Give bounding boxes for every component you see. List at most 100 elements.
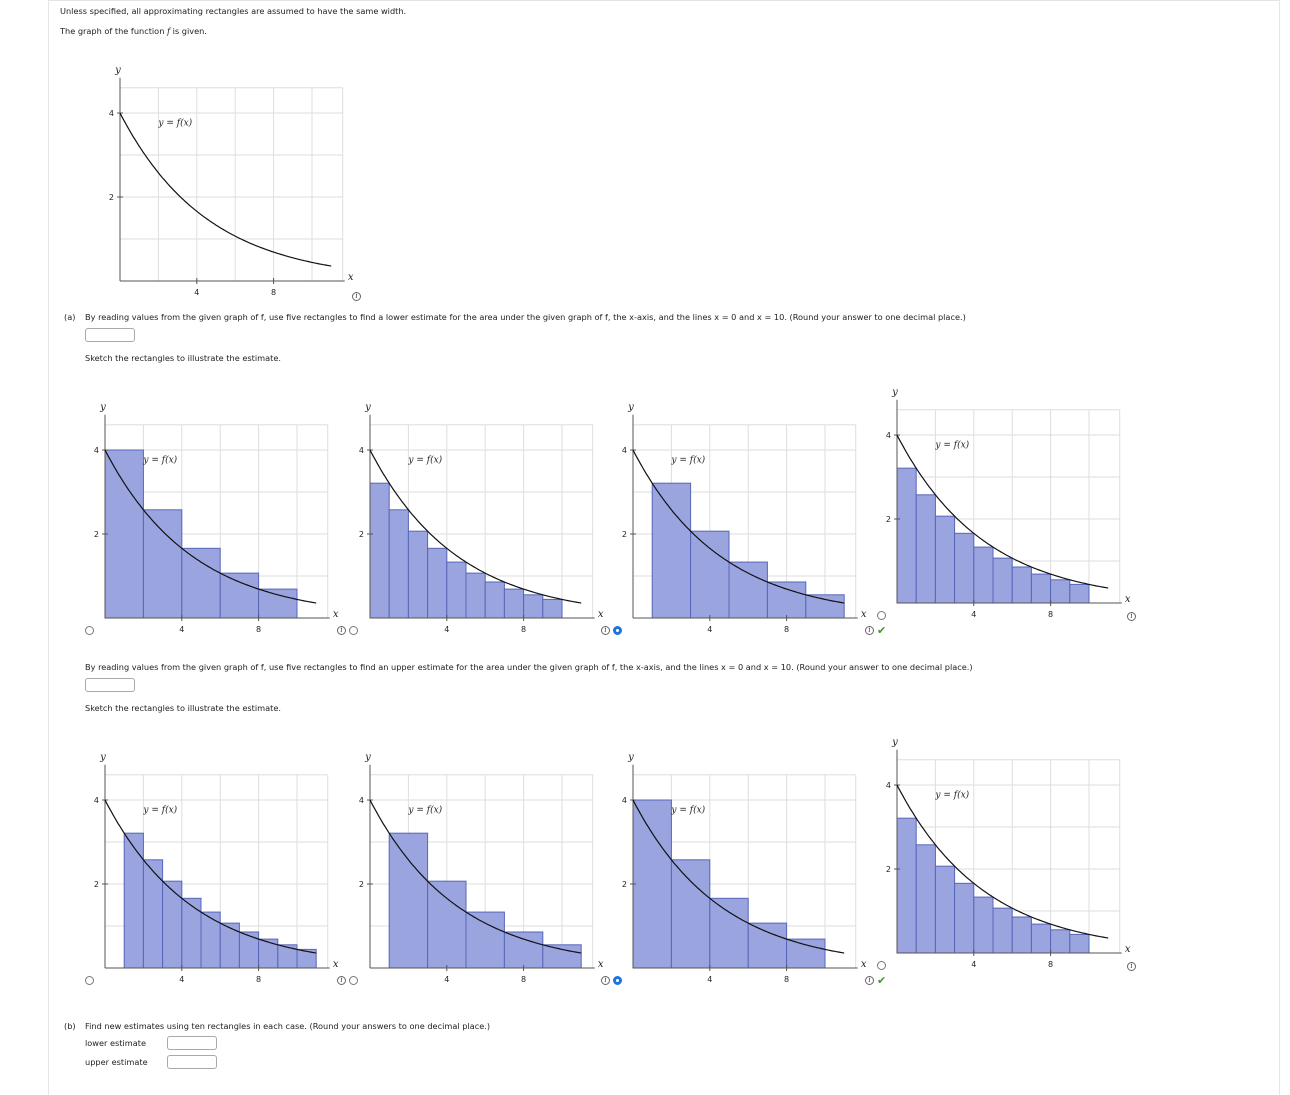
approx-rectangle (786, 938, 826, 969)
approx-rectangle (651, 482, 692, 619)
approx-rectangle (747, 922, 788, 969)
approx-rectangle (219, 572, 260, 619)
x-tick-label-4: 4 (444, 975, 449, 984)
lower-estimate-answer-box[interactable] (85, 328, 135, 348)
approx-rectangle (523, 594, 544, 619)
approx-rectangle (181, 897, 202, 969)
x-axis-label: x (333, 959, 339, 970)
y-tick-label-4: 4 (886, 431, 891, 440)
y-tick-label-2: 2 (622, 880, 627, 889)
info-icon[interactable]: i (352, 292, 361, 301)
x-tick-label-4: 4 (707, 975, 712, 984)
approx-rectangle (632, 799, 672, 969)
option-b-1-radio[interactable] (85, 976, 94, 985)
function-curve (632, 799, 845, 954)
approx-rectangle (503, 931, 544, 969)
option-a-1-radio[interactable] (85, 626, 94, 635)
option-b-4-graph[interactable]: 4 2 4 8 y x y = f(x) (877, 720, 1131, 972)
info-icon[interactable]: i (1127, 962, 1136, 971)
function-curve (896, 434, 1109, 589)
x-tick-label-8: 8 (1048, 610, 1053, 619)
approx-rectangle (1050, 929, 1071, 954)
curve-label: y = f(x) (407, 455, 442, 466)
approx-rectangle (992, 907, 1013, 954)
approx-rectangle (503, 588, 525, 619)
y-tick-label-2: 2 (622, 530, 627, 539)
option-a-2-radio[interactable] (349, 626, 358, 635)
lower-estimate-input[interactable] (86, 336, 134, 348)
option-b-3-radio[interactable] (613, 976, 622, 985)
approx-rectangle (973, 546, 994, 604)
option-a-3-radio[interactable] (613, 626, 622, 635)
curve-label: y = f(x) (142, 805, 177, 816)
info-icon[interactable]: i (337, 976, 346, 985)
x-tick-label-8: 8 (784, 625, 789, 634)
y-tick-label-4: 4 (886, 781, 891, 790)
option-a-2-graph[interactable]: 4 2 4 8 y x y = f(x) (350, 385, 604, 637)
y-axis-label: y (99, 752, 106, 763)
option-a-3-graph[interactable]: 4 2 4 8 y x y = f(x) (613, 385, 867, 637)
y-tick-label-4: 4 (622, 446, 627, 455)
lower-estimate-ten-box[interactable] (167, 1036, 217, 1056)
y-axis-label: y (364, 752, 371, 763)
y-tick-label-4: 4 (109, 109, 114, 118)
part-b-question: Find new estimates using ten rectangles … (85, 1021, 491, 1031)
x-tick-label-8: 8 (271, 288, 276, 297)
x-tick-label-4: 4 (971, 960, 976, 969)
approx-rectangle (1030, 923, 1052, 954)
y-axis-label: y (99, 402, 106, 413)
upper-estimate-answer-box[interactable] (85, 678, 135, 698)
info-icon[interactable]: i (865, 976, 874, 985)
curve-label: y = f(x) (157, 118, 192, 129)
y-tick-label-4: 4 (359, 446, 364, 455)
part-a-label: (a) (64, 312, 76, 322)
info-icon[interactable]: i (865, 626, 874, 635)
option-a-4-graph[interactable]: 4 2 4 8 y x y = f(x) (877, 370, 1131, 622)
info-icon[interactable]: i (1127, 612, 1136, 621)
upper-estimate-ten-box[interactable] (167, 1055, 217, 1075)
function-curve (104, 449, 317, 604)
sketch-prompt-a: Sketch the rectangles to illustrate the … (85, 353, 281, 363)
upper-estimate-input[interactable] (86, 686, 134, 698)
approx-rectangle (465, 572, 486, 619)
approx-rectangle (484, 581, 505, 619)
option-b-2-radio[interactable] (349, 976, 358, 985)
y-tick-label-2: 2 (359, 530, 364, 539)
y-tick-label-2: 2 (359, 880, 364, 889)
x-axis-label: x (861, 959, 867, 970)
given-graph: 4 2 4 8 y x y = f(x) (109, 65, 354, 297)
function-curve (896, 784, 1109, 939)
y-tick-label-2: 2 (109, 193, 114, 202)
option-b-3-graph[interactable]: 4 2 4 8 y x y = f(x) (613, 735, 867, 987)
approx-rectangle (104, 449, 144, 619)
x-axis-label: x (1125, 944, 1131, 955)
function-curve (369, 799, 582, 954)
x-tick-label-4: 4 (444, 625, 449, 634)
approx-rectangle (670, 859, 711, 969)
option-b-2-graph[interactable]: 4 2 4 8 y x y = f(x) (350, 735, 604, 987)
y-axis-label: y (627, 402, 634, 413)
x-axis-label: x (598, 959, 604, 970)
upper-estimate-ten-input[interactable] (168, 1063, 216, 1075)
approx-rectangle (388, 509, 409, 619)
info-icon[interactable]: i (337, 626, 346, 635)
approx-rectangle (1050, 579, 1071, 604)
approx-rectangle (954, 532, 975, 604)
lower-estimate-ten-input[interactable] (168, 1044, 216, 1056)
question-frame (48, 0, 1280, 1095)
option-a-4-radio[interactable] (877, 611, 886, 620)
option-b-4-radio[interactable] (877, 961, 886, 970)
approx-rectangle (896, 467, 917, 604)
approx-rectangle (162, 880, 183, 969)
info-icon[interactable]: i (601, 626, 610, 635)
approx-rectangle (142, 509, 183, 619)
x-tick-label-4: 4 (179, 625, 184, 634)
y-tick-label-2: 2 (94, 530, 99, 539)
approx-rectangle (219, 922, 240, 969)
option-a-1-graph[interactable]: 4 2 4 8 y x y = f(x) (85, 385, 339, 637)
curve-label: y = f(x) (934, 790, 969, 801)
info-icon[interactable]: i (601, 976, 610, 985)
x-axis-label: x (333, 609, 339, 620)
option-b-1-graph[interactable]: 4 2 4 8 y x y = f(x) (85, 735, 339, 987)
x-tick-label-8: 8 (256, 625, 261, 634)
